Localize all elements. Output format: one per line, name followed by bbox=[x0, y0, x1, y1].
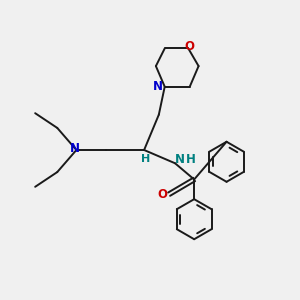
Text: O: O bbox=[158, 188, 168, 201]
Text: N: N bbox=[175, 153, 185, 166]
Text: O: O bbox=[185, 40, 195, 53]
Text: H: H bbox=[141, 154, 150, 164]
Text: N: N bbox=[153, 80, 163, 93]
Text: H: H bbox=[185, 153, 195, 166]
Text: N: N bbox=[70, 142, 80, 155]
